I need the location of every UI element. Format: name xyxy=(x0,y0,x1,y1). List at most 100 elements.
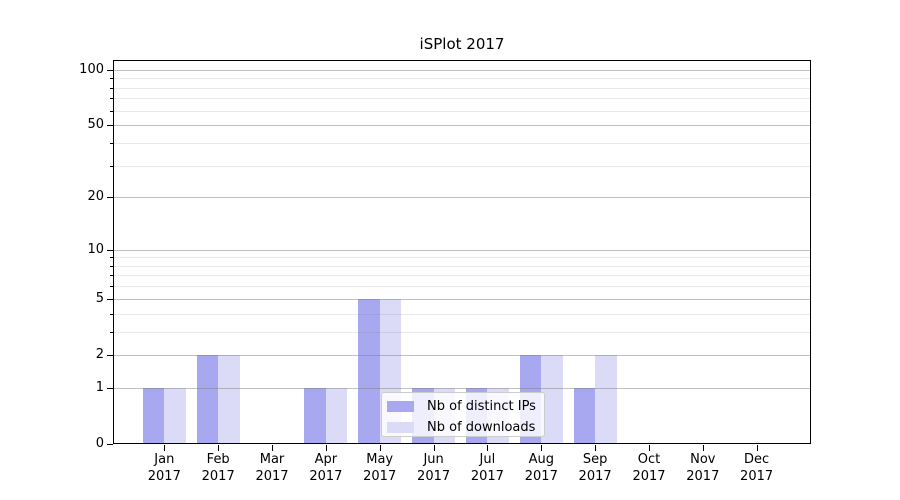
x-tick-month: Oct xyxy=(637,452,661,467)
x-tick-mark xyxy=(379,445,381,451)
x-tick-mark xyxy=(756,445,758,451)
x-tick-month: Jan xyxy=(154,452,175,467)
minor-gridline xyxy=(113,142,811,144)
minor-gridline xyxy=(113,165,811,167)
major-gridline xyxy=(113,125,811,127)
x-tick-year: 2017 xyxy=(686,469,720,484)
major-gridline xyxy=(113,249,811,251)
major-gridline xyxy=(113,197,811,199)
x-tick-year: 2017 xyxy=(201,469,235,484)
y-tick-mark xyxy=(107,444,113,445)
bar-feb-downloads xyxy=(218,354,240,444)
x-tick-month: Aug xyxy=(528,452,554,467)
y-minor-tick-mark xyxy=(110,165,113,167)
x-tick-mark xyxy=(164,445,166,451)
x-tick-year: 2017 xyxy=(363,469,397,484)
x-tick-month: Feb xyxy=(206,452,230,467)
y-tick-mark xyxy=(107,69,113,71)
axes-spines xyxy=(113,60,811,444)
bar-jan-distinct-ips xyxy=(142,387,165,444)
y-minor-tick-mark xyxy=(110,313,113,315)
x-tick-mark xyxy=(595,445,597,451)
y-minor-tick-mark xyxy=(110,87,113,89)
y-tick-mark xyxy=(107,354,113,356)
x-tick-month: Mar xyxy=(259,452,285,467)
x-tick-year: 2017 xyxy=(578,469,612,484)
legend-item: Nb of distinct IPs xyxy=(387,398,538,415)
gridlines-layer xyxy=(113,60,811,444)
x-tick-label: Apr 2017 xyxy=(294,451,358,485)
legend-swatch-downloads xyxy=(387,422,414,433)
y-minor-tick-mark xyxy=(110,275,113,277)
y-tick-label: 50 xyxy=(87,117,104,133)
minor-gridline xyxy=(113,257,811,259)
y-minor-tick-mark xyxy=(110,98,113,100)
y-minor-tick-mark xyxy=(110,110,113,112)
y-minor-tick-mark xyxy=(110,142,113,144)
y-minor-tick-mark xyxy=(110,257,113,259)
x-tick-month: Dec xyxy=(744,452,770,467)
x-tick-label: Aug 2017 xyxy=(509,451,573,485)
x-tick-month: Apr xyxy=(314,452,338,467)
y-tick-label: 5 xyxy=(95,290,104,306)
minor-gridline xyxy=(113,265,811,267)
x-tick-mark xyxy=(272,445,273,451)
x-tick-year: 2017 xyxy=(417,469,451,484)
y-tick-mark xyxy=(107,298,113,300)
y-tick-label: 10 xyxy=(87,241,104,257)
x-tick-label: Jun 2017 xyxy=(402,451,466,485)
x-tick-year: 2017 xyxy=(632,469,666,484)
y-tick-mark xyxy=(107,197,113,199)
y-tick-label: 1 xyxy=(95,379,104,395)
bar-apr-downloads xyxy=(325,387,348,444)
x-tick-mark xyxy=(702,445,704,451)
y-minor-tick-mark xyxy=(110,265,113,267)
x-tick-label: Oct 2017 xyxy=(617,451,681,485)
x-tick-month: Jul xyxy=(479,452,496,467)
x-tick-year: 2017 xyxy=(255,469,289,484)
legend-swatch-distinct-ips xyxy=(387,401,414,412)
x-tick-month: May xyxy=(366,452,394,467)
y-minor-tick-mark xyxy=(110,78,113,80)
y-minor-tick-mark xyxy=(110,286,113,288)
x-tick-year: 2017 xyxy=(740,469,774,484)
bar-sep-distinct-ips xyxy=(573,387,596,444)
y-minor-tick-mark xyxy=(110,331,113,333)
bar-may-distinct-ips xyxy=(358,298,380,444)
bar-apr-distinct-ips xyxy=(304,387,326,444)
x-tick-year: 2017 xyxy=(470,469,504,484)
x-tick-label: Jul 2017 xyxy=(455,451,519,485)
legend-label: Nb of distinct IPs xyxy=(427,399,536,414)
plot-area xyxy=(113,60,811,444)
bar-sep-downloads xyxy=(595,354,617,444)
y-tick-mark xyxy=(107,387,113,389)
x-tick-label: Sep 2017 xyxy=(563,451,627,485)
major-gridline xyxy=(113,354,811,356)
x-tick-label: Nov 2017 xyxy=(671,451,735,485)
y-tick-label: 2 xyxy=(95,346,104,362)
bar-jan-downloads xyxy=(164,387,186,444)
x-tick-month: Jun xyxy=(423,452,444,467)
x-tick-label: Dec 2017 xyxy=(725,451,789,485)
bar-aug-downloads xyxy=(541,354,563,444)
x-tick-month: Nov xyxy=(690,452,716,467)
x-tick-mark xyxy=(487,445,489,451)
x-tick-label: Mar 2017 xyxy=(240,451,304,485)
minor-gridline xyxy=(113,110,811,112)
y-tick-mark xyxy=(107,249,113,251)
x-tick-year: 2017 xyxy=(309,469,343,484)
minor-gridline xyxy=(113,78,811,80)
y-tick-label: 0 xyxy=(95,436,104,451)
minor-gridline xyxy=(113,331,811,333)
x-tick-year: 2017 xyxy=(147,469,181,484)
minor-gridline xyxy=(113,286,811,288)
bar-feb-distinct-ips xyxy=(196,354,219,444)
minor-gridline xyxy=(113,313,811,315)
minor-gridline xyxy=(113,98,811,100)
x-tick-label: May 2017 xyxy=(348,451,412,485)
x-tick-mark xyxy=(218,445,220,451)
x-tick-year: 2017 xyxy=(524,469,558,484)
y-tick-label: 20 xyxy=(87,189,104,205)
major-gridline xyxy=(113,298,811,300)
x-tick-label: Feb 2017 xyxy=(186,451,250,485)
